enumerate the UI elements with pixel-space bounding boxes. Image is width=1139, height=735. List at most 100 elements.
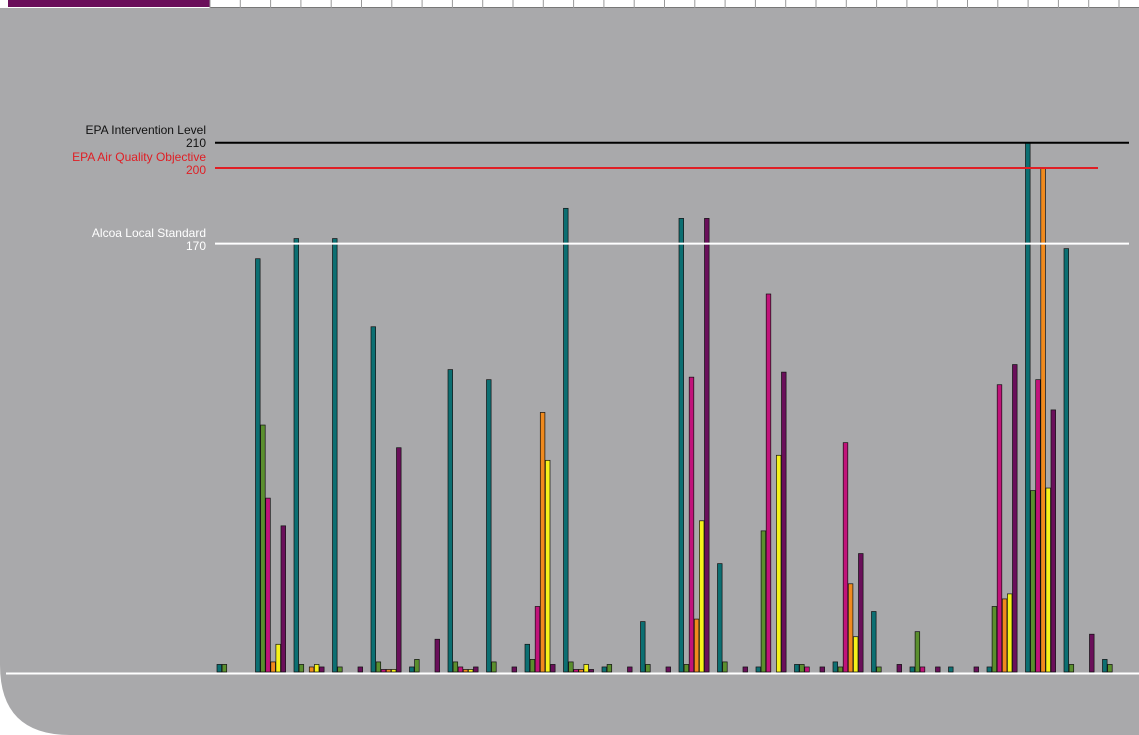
bar-magenta [380,669,387,673]
bar-teal [871,611,877,673]
bar-green [645,664,651,673]
bar-green [529,659,536,673]
bar-purple [396,447,402,673]
objective-label: EPA Air Quality Objective 200 [72,151,206,177]
bar-magenta [688,376,695,673]
bar-purple [550,664,556,673]
bar-green [991,606,998,673]
bar-teal [1063,248,1069,673]
bar-green [260,424,266,673]
bar-green [568,661,574,673]
header-strip [0,0,1139,8]
bar-purple [319,666,325,673]
bar-yellow [468,669,474,673]
bar-green [1030,490,1036,673]
bar-purple [511,666,517,673]
bar-magenta [996,384,1003,673]
bar-yellow [314,664,320,673]
bar-teal [332,238,338,673]
bar-teal [409,666,415,673]
bar-purple [357,666,363,673]
bar-green [414,659,420,673]
bar-orange [847,583,854,673]
local-standard-value-text: 170 [185,239,206,253]
bar-teal [948,666,954,673]
bar-green [491,661,497,673]
intervention-label: EPA Intervention Level 210 [85,124,206,150]
bar-yellow [275,643,281,673]
bar-purple [280,525,286,673]
bar-teal [486,379,492,673]
bar-teal [293,238,299,673]
bar-purple [665,666,671,673]
bar-teal [524,643,530,673]
bar-teal [563,207,569,673]
bar-orange [270,661,276,673]
bar-orange [578,669,584,673]
bar-green [221,664,228,673]
bar-magenta [265,497,271,673]
bar-yellow [853,636,859,673]
bar-teal [678,218,684,673]
bar-teal [370,326,376,673]
bar-teal [1025,142,1031,673]
bar-yellow [1007,593,1013,673]
bar-magenta [573,669,579,673]
bar-magenta [534,606,541,673]
bar-purple [1050,409,1056,673]
bar-purple [434,638,440,673]
header-accent-bar [8,0,210,7]
objective-label-text: EPA Air Quality Objective [72,150,206,164]
bar-green [760,530,767,673]
bar-purple [473,666,479,673]
bar-purple [781,371,787,673]
bar-magenta [1035,379,1041,673]
bar-magenta [919,666,926,673]
bar-purple [704,218,710,673]
bar-purple [627,666,633,673]
chart-panel [0,8,1139,735]
bar-yellow [776,454,782,673]
bar-yellow [1045,487,1051,673]
bar-green [1068,664,1075,673]
bar-purple [858,553,864,673]
bar-green [799,664,805,673]
bar-magenta [765,293,772,673]
bar-yellow [583,664,589,673]
bar-yellow [699,520,705,673]
bar-teal [717,563,723,673]
bar-yellow [545,459,551,673]
bar-teal [755,666,761,673]
bar-magenta [457,666,464,673]
bar-teal [1102,659,1108,673]
bar-purple [588,669,594,673]
bar-teal [216,664,222,673]
bar-magenta [804,666,810,673]
intervention-value-text: 210 [185,136,206,150]
bar-green [876,666,882,673]
bar-purple [973,666,979,673]
bar-purple [896,664,902,673]
bar-green [683,664,690,673]
bar-purple [742,666,748,673]
bar-teal [601,666,607,673]
bar-green [722,661,728,673]
bar-magenta [842,442,849,673]
bar-teal [832,661,838,673]
bar-orange [385,669,392,673]
bar-orange [693,618,700,673]
bar-green [452,661,459,673]
bar-orange [462,669,469,673]
bar-teal [640,621,646,673]
local-standard-label: Alcoa Local Standard 170 [92,227,206,253]
intervention-label-text: EPA Intervention Level [85,123,206,137]
bar-yellow [391,669,397,673]
bar-purple [935,666,941,673]
bar-purple [819,666,825,673]
bar-green [337,666,343,673]
bar-orange [308,666,315,673]
bar-purple [1089,633,1095,673]
bar-green [914,631,921,673]
